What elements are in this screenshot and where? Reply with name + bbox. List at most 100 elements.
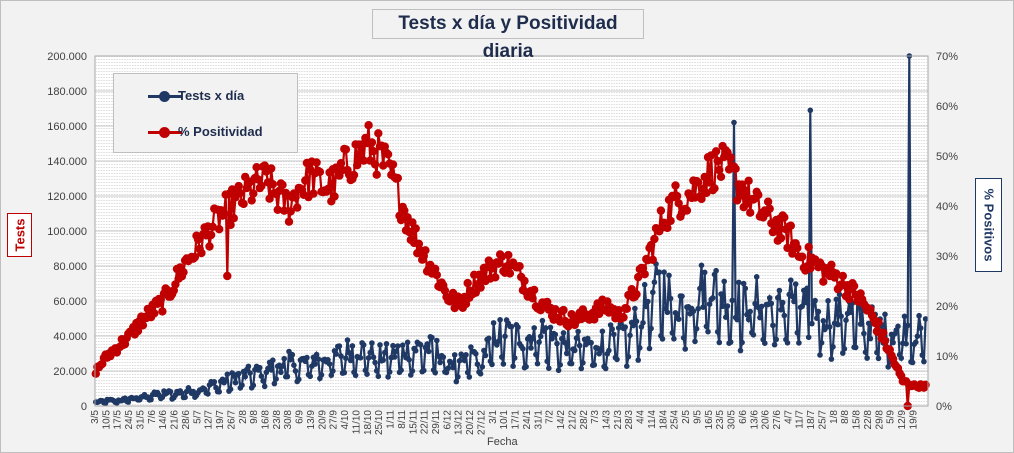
- y-left-tick-label: 180.000: [47, 86, 87, 98]
- tests-point: [865, 320, 872, 327]
- tests-point: [705, 328, 711, 335]
- positividad-point: [622, 304, 631, 313]
- positividad-point: [880, 336, 890, 346]
- x-tick-label: 1/8: [829, 410, 840, 424]
- tests-point: [729, 297, 736, 304]
- tests-point: [841, 346, 848, 352]
- tests-point: [753, 274, 760, 280]
- positividad-point: [476, 283, 485, 292]
- y-right-tick-label: 50%: [936, 151, 958, 163]
- tests-point: [451, 352, 458, 358]
- tests-point: [373, 368, 380, 374]
- tests-point: [575, 328, 581, 335]
- x-tick-label: 21/6: [170, 410, 181, 430]
- tests-point: [825, 298, 831, 304]
- tests-point: [840, 350, 846, 356]
- tests-point: [852, 344, 859, 351]
- x-tick-label: 3/5: [90, 410, 101, 424]
- tests-point: [537, 333, 544, 340]
- x-tick-label: 2/5: [681, 410, 692, 424]
- tests-point: [486, 335, 492, 342]
- tests-point: [190, 388, 196, 395]
- tests-point: [719, 303, 726, 310]
- positividad-point: [219, 209, 229, 218]
- tests-point: [284, 373, 291, 380]
- tests-point: [661, 269, 667, 276]
- x-tick-label: 22/8: [863, 410, 874, 430]
- tests-point: [671, 336, 677, 342]
- positividad-point: [341, 145, 351, 154]
- tests-point: [443, 369, 450, 376]
- tests-point: [580, 360, 586, 366]
- positividad-point: [551, 305, 560, 314]
- positividad-point: [336, 159, 346, 168]
- tests-point: [534, 360, 541, 367]
- tests-point: [539, 317, 546, 324]
- tests-point: [830, 344, 836, 350]
- tests-point: [627, 332, 633, 339]
- tests-point: [395, 343, 401, 349]
- x-tick-label: 31/5: [136, 410, 147, 430]
- positividad-point: [432, 270, 441, 280]
- tests-point: [495, 338, 502, 345]
- legend-label-positividad: % Positividad: [178, 124, 263, 139]
- x-tick-label: 10/5: [101, 410, 112, 430]
- positividad-point: [845, 295, 854, 304]
- x-tick-label: 18/4: [658, 410, 669, 430]
- tests-point: [669, 330, 676, 336]
- x-tick-label: 27/6: [772, 410, 783, 430]
- tests-point: [714, 329, 721, 335]
- tests-point: [533, 351, 539, 358]
- tests-point: [805, 334, 812, 341]
- tests-point: [909, 359, 916, 366]
- tests-point: [747, 308, 753, 315]
- tests-point: [651, 279, 658, 286]
- tests-point: [588, 339, 594, 346]
- positividad-point: [530, 285, 539, 295]
- positividad-point: [559, 305, 568, 315]
- tests-point: [466, 374, 473, 380]
- tests-point: [770, 322, 776, 329]
- tests-point: [271, 380, 278, 387]
- tests-point: [624, 363, 630, 370]
- tests-point: [257, 364, 263, 371]
- legend-marker-tests: [159, 91, 170, 102]
- y-right-tick-label: 30%: [936, 251, 958, 263]
- positividad-point: [619, 313, 628, 322]
- x-tick-label: 29/11: [431, 410, 442, 435]
- x-tick-label: 3/1: [488, 410, 499, 424]
- tests-point: [341, 369, 348, 376]
- positividad-point: [879, 328, 888, 337]
- tests-point: [563, 350, 570, 357]
- tests-point: [867, 335, 874, 342]
- tests-point: [794, 329, 801, 336]
- tests-point: [796, 340, 802, 346]
- tests-point: [333, 351, 339, 357]
- tests-point: [680, 335, 687, 341]
- positividad-point: [150, 309, 159, 318]
- tests-point: [632, 305, 638, 312]
- tests-point: [250, 382, 257, 389]
- tests-point: [291, 362, 297, 369]
- tests-point: [326, 361, 333, 367]
- tests-point: [544, 358, 550, 365]
- y-right-tick-label: 20%: [936, 301, 958, 313]
- plot-border: [94, 55, 929, 407]
- tests-point: [882, 311, 888, 318]
- tests-point: [343, 355, 349, 362]
- tests-point: [399, 342, 406, 349]
- positividad-point: [369, 147, 378, 156]
- positividad-point: [700, 172, 709, 182]
- chart-title: Tests x día y Positividad diaria: [372, 9, 644, 62]
- tests-point: [477, 371, 484, 377]
- tests-point: [456, 358, 463, 364]
- tests-point: [448, 360, 455, 366]
- tests-point: [386, 369, 393, 375]
- tests-point: [417, 341, 424, 348]
- x-tick-label: 22/11: [420, 410, 431, 435]
- tests-point: [318, 372, 325, 378]
- positividad-point: [705, 178, 714, 187]
- tests-point: [828, 356, 835, 362]
- tests-point: [542, 325, 549, 331]
- positividad-point: [215, 225, 224, 234]
